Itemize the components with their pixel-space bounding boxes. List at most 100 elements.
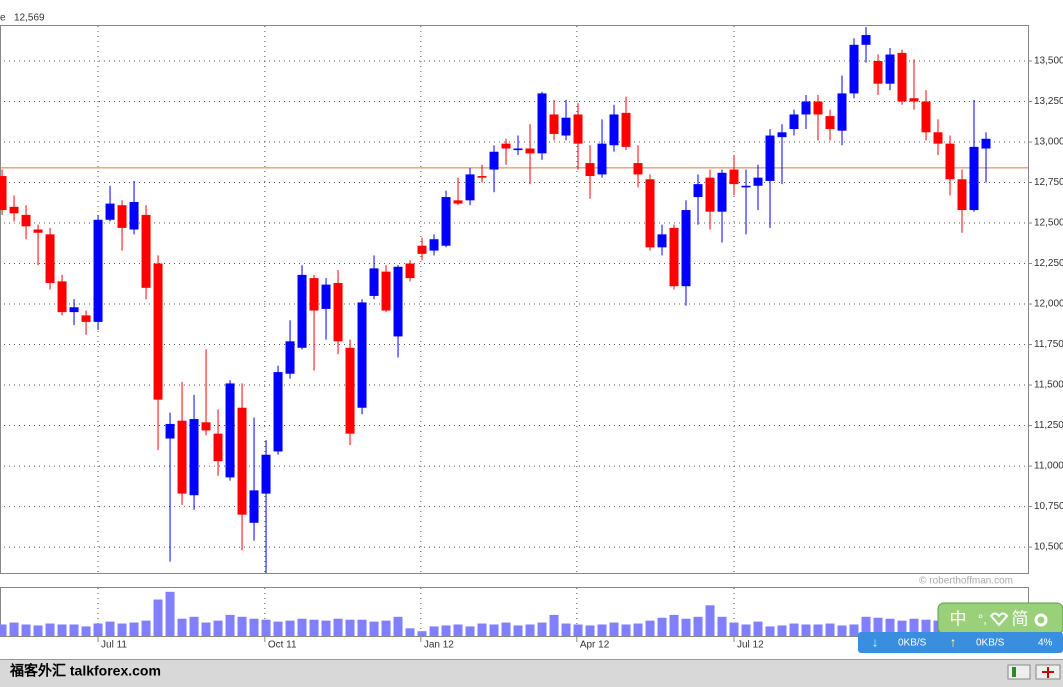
widget-cpu: 4% xyxy=(1038,638,1053,649)
y-tick-label: 11,250 xyxy=(1034,420,1063,431)
volume-bar xyxy=(885,618,895,636)
candle-body xyxy=(105,203,115,220)
volume-bar xyxy=(693,616,703,636)
volume-bar xyxy=(681,618,691,636)
candle-body xyxy=(321,284,331,309)
volume-bar xyxy=(369,621,379,636)
candle-body xyxy=(729,169,739,185)
candle-body xyxy=(717,172,727,212)
candle-body xyxy=(921,101,931,133)
candle-body xyxy=(549,114,559,134)
y-tick-label: 10,750 xyxy=(1034,501,1063,512)
candle-body xyxy=(57,281,67,313)
volume-bar xyxy=(117,623,127,636)
volume-bar xyxy=(513,625,523,636)
candle-body xyxy=(441,197,451,246)
candle-body xyxy=(981,138,991,149)
widget-mode[interactable]: 简 xyxy=(1012,609,1029,628)
volume-bar xyxy=(9,622,19,636)
candle-body xyxy=(945,143,955,180)
candle-body xyxy=(477,176,487,178)
y-tick-label: 13,250 xyxy=(1034,96,1063,107)
volume-bar xyxy=(873,617,883,636)
header-value: 12,569 xyxy=(14,13,45,24)
volume-bar xyxy=(753,621,763,636)
volume-bar xyxy=(477,623,487,636)
candle-body xyxy=(813,101,823,115)
y-tick-label: 12,250 xyxy=(1034,258,1063,269)
volume-bar xyxy=(105,621,115,636)
volume-bar xyxy=(585,625,595,636)
widget-down-arrow: ↓ xyxy=(872,634,879,649)
volume-bar xyxy=(33,625,43,636)
candle-body xyxy=(273,372,283,452)
candle-body xyxy=(417,245,427,254)
candle-body xyxy=(489,151,499,170)
y-tick-label: 11,000 xyxy=(1034,461,1063,472)
volume-bar xyxy=(801,624,811,636)
volume-bar xyxy=(813,624,823,636)
candle-body xyxy=(573,114,583,144)
candle-body xyxy=(621,112,631,147)
widget-heart[interactable] xyxy=(989,612,1009,627)
volume-bar xyxy=(453,624,463,636)
widget-up-speed: 0KB/S xyxy=(976,638,1005,649)
volume-bar xyxy=(441,625,451,636)
candle-body xyxy=(609,114,619,146)
candle-body xyxy=(453,200,463,204)
candle-body xyxy=(381,271,391,311)
volume-bar xyxy=(765,626,775,636)
status-bar xyxy=(0,659,1063,687)
volume-bar xyxy=(573,624,583,636)
volume-bar xyxy=(153,599,163,636)
volume-bar xyxy=(633,623,643,636)
volume-bar xyxy=(213,620,223,636)
volume-bar xyxy=(345,619,355,636)
status-icon-mark xyxy=(1012,667,1016,677)
volume-bar xyxy=(729,622,739,636)
volume-bar xyxy=(717,616,727,636)
candle-body xyxy=(933,132,943,144)
candle-body xyxy=(465,174,475,201)
volume-bar xyxy=(657,617,667,636)
volume-bar xyxy=(297,618,307,636)
candle-body xyxy=(333,282,343,342)
candle-body xyxy=(201,422,211,431)
volume-bar xyxy=(909,618,919,636)
candle-body xyxy=(789,114,799,130)
x-tick-label: Oct 11 xyxy=(268,640,297,651)
x-tick-label: Jul 11 xyxy=(101,640,127,651)
candle-body xyxy=(261,454,271,494)
candle-body xyxy=(501,143,511,149)
candle-body xyxy=(969,146,979,211)
candle-body xyxy=(525,148,535,154)
widget-settings[interactable] xyxy=(1034,613,1048,627)
candle-body xyxy=(765,135,775,181)
volume-bar xyxy=(417,631,427,636)
volume-bar xyxy=(381,620,391,636)
candle-body xyxy=(849,44,859,94)
candle-body xyxy=(369,268,379,296)
volume-bar xyxy=(561,623,571,636)
widget-bar[interactable] xyxy=(858,632,1063,653)
volume-bar xyxy=(357,619,367,636)
candle-body xyxy=(513,148,523,151)
volume-bar xyxy=(201,622,211,636)
widget-icon[interactable]: °, xyxy=(978,611,987,626)
candle-body xyxy=(909,98,919,102)
volume-bar xyxy=(21,624,31,636)
volume-bar xyxy=(405,628,415,636)
candle-body xyxy=(309,278,319,311)
candle-body xyxy=(885,54,895,84)
volume-bar xyxy=(81,626,91,636)
volume-bar xyxy=(849,624,859,636)
plot: 10,500 10,750 11,000 11,250 11,500 11,750 12,0… xyxy=(0,26,1063,651)
candle-body xyxy=(69,307,79,313)
candle-body xyxy=(897,52,907,102)
widget-lang[interactable]: 中 xyxy=(950,609,967,628)
candle-body xyxy=(561,117,571,136)
volume-bar xyxy=(789,623,799,636)
widget-up-arrow: ↑ xyxy=(950,634,957,649)
candle-body xyxy=(957,179,967,211)
